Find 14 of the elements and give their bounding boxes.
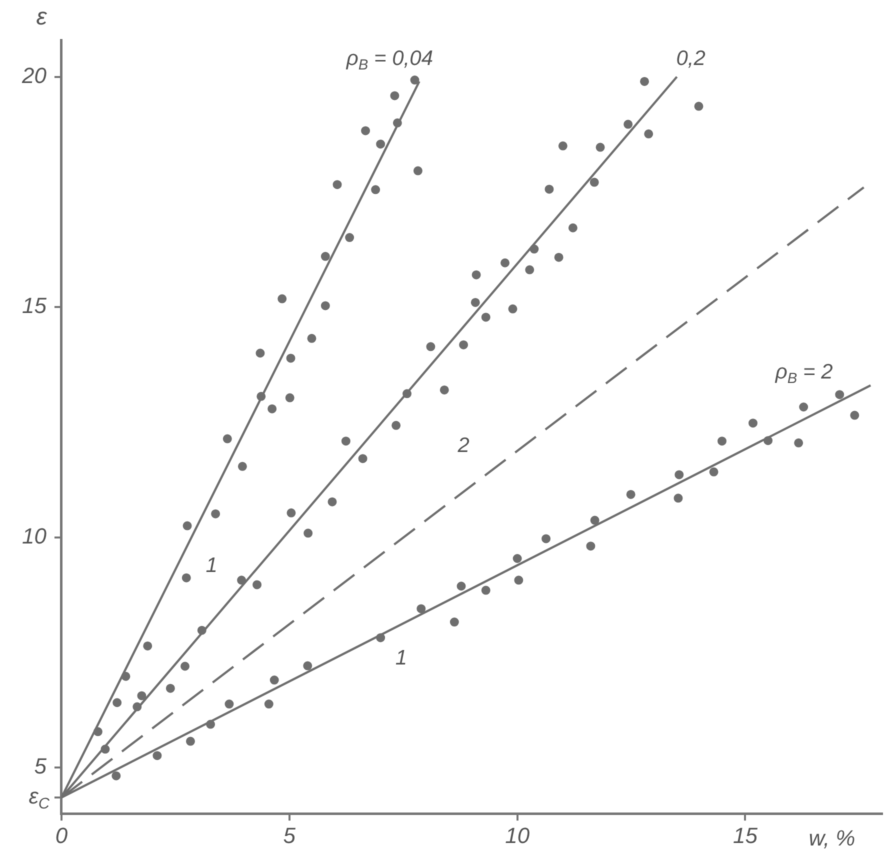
x-axis-title: w, % [808,826,856,851]
annotation: 1 [395,646,408,670]
annotation: 1 [206,554,218,577]
y-axis-title: ε [36,4,48,31]
annotation: 2 [456,434,470,457]
x-tick-label: 15 [733,822,758,848]
y-tick-label: 5 [34,754,48,779]
y-tick-label: 20 [20,62,48,88]
x-tick-label: 5 [283,822,296,848]
y-tick-label: 10 [22,523,48,548]
x-tick-label: 0 [55,822,68,848]
x-tick-label: 10 [505,822,530,848]
y-tick-label: 15 [22,293,48,318]
annotation: 0,2 [676,47,706,70]
